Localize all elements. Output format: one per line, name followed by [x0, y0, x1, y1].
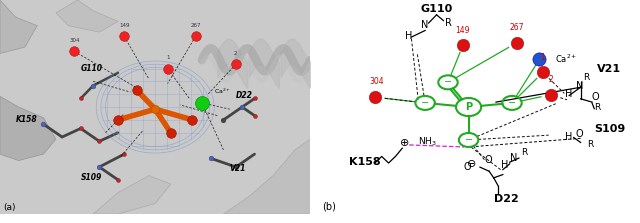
Text: (b): (b)	[323, 202, 336, 212]
Text: (a): (a)	[3, 203, 15, 212]
Text: H: H	[564, 89, 572, 99]
Text: K158: K158	[15, 115, 37, 124]
Text: −: −	[508, 98, 516, 108]
Text: NH$_3$: NH$_3$	[419, 135, 437, 148]
Text: $\oplus$: $\oplus$	[399, 137, 410, 148]
Text: R: R	[595, 103, 600, 112]
Text: 304: 304	[69, 38, 80, 43]
Text: $\ominus$: $\ominus$	[466, 157, 476, 169]
Text: O: O	[484, 155, 492, 165]
Text: S109: S109	[81, 173, 102, 182]
Text: 304: 304	[370, 77, 385, 87]
Polygon shape	[0, 0, 37, 54]
Text: 267: 267	[509, 23, 524, 32]
Text: −: −	[465, 135, 472, 145]
Text: Ca$^{2+}$: Ca$^{2+}$	[556, 52, 578, 65]
Text: D22: D22	[493, 194, 518, 204]
Text: H: H	[406, 31, 413, 41]
Text: D22: D22	[236, 91, 253, 101]
Polygon shape	[223, 139, 310, 214]
Text: H: H	[500, 160, 508, 170]
Text: 2: 2	[548, 75, 553, 84]
FancyBboxPatch shape	[0, 0, 310, 214]
Text: G110: G110	[81, 64, 102, 73]
Text: 149: 149	[119, 23, 129, 28]
Polygon shape	[93, 176, 171, 214]
Text: N: N	[422, 20, 429, 30]
Text: H: H	[564, 132, 572, 142]
Text: 149: 149	[456, 26, 470, 35]
Text: 1: 1	[166, 55, 170, 60]
Text: O: O	[464, 162, 472, 172]
Text: R: R	[521, 148, 527, 157]
Text: V21: V21	[596, 64, 621, 74]
Text: 1: 1	[541, 53, 545, 62]
Text: Ca$^{2+}$: Ca$^{2+}$	[214, 87, 231, 96]
Text: P: P	[465, 102, 472, 112]
Text: G110: G110	[420, 4, 452, 14]
Text: R: R	[588, 140, 594, 149]
Text: O: O	[592, 93, 600, 102]
Text: −: −	[421, 98, 429, 108]
Text: R: R	[583, 73, 589, 82]
Text: 2: 2	[234, 51, 237, 56]
Text: O: O	[576, 129, 584, 139]
Text: K158: K158	[349, 157, 380, 167]
Text: N: N	[576, 81, 584, 91]
Polygon shape	[0, 96, 56, 161]
Text: S109: S109	[595, 124, 625, 134]
Polygon shape	[56, 0, 118, 32]
Text: V21: V21	[230, 164, 246, 173]
Text: −: −	[444, 77, 452, 87]
Text: N: N	[509, 153, 517, 163]
Text: 267: 267	[190, 23, 201, 28]
Text: R: R	[445, 18, 451, 28]
